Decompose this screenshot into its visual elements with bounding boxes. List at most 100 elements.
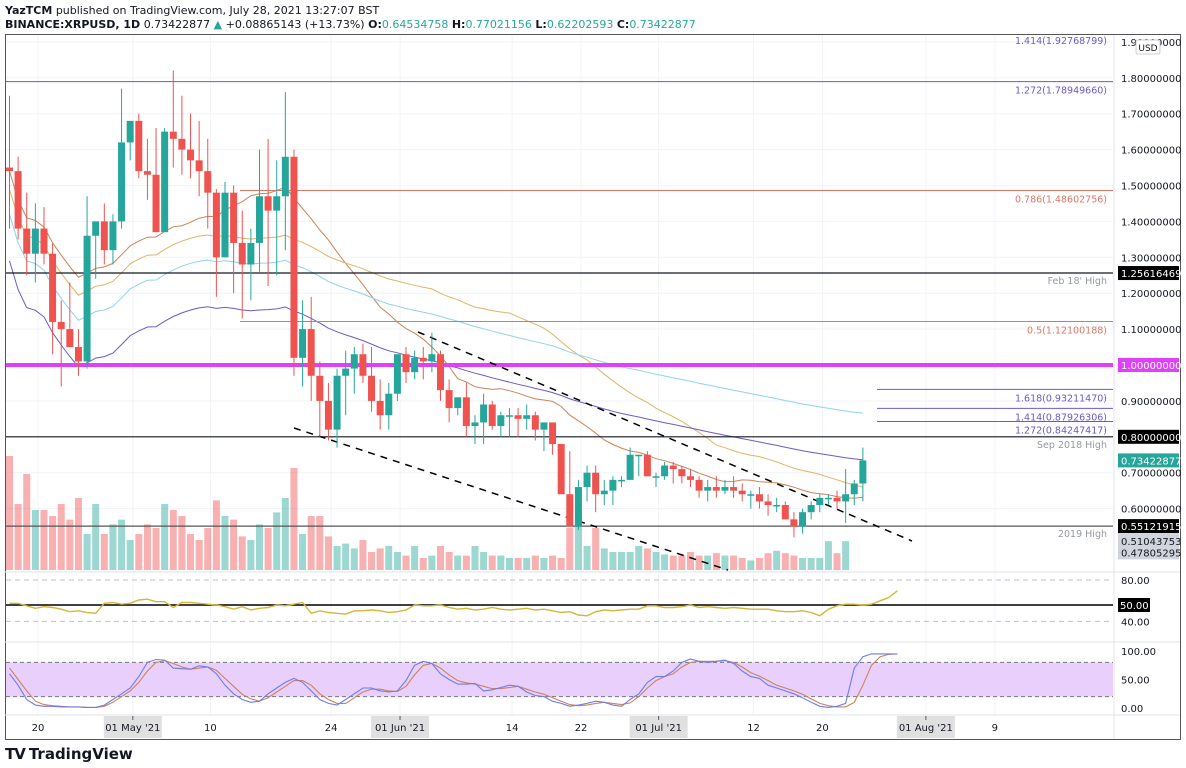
volume-bar xyxy=(514,558,522,570)
time-label-highlight xyxy=(629,716,688,738)
volume-bar xyxy=(281,498,289,570)
ma-100-line xyxy=(9,214,863,414)
candle-body xyxy=(299,329,307,358)
last-price: 0.73422877 xyxy=(143,18,211,31)
candle-body xyxy=(402,354,410,373)
candle-body xyxy=(661,465,669,477)
level-axis-label: 0.80000000 xyxy=(1121,433,1181,444)
volume-bar xyxy=(83,534,91,570)
time-tick-label: 24 xyxy=(325,723,338,734)
volume-bar xyxy=(747,560,755,570)
level-label: 1.272(1.78949660) xyxy=(1015,86,1107,97)
moving-averages xyxy=(9,170,864,499)
volume-bar xyxy=(437,546,444,570)
candle-body xyxy=(643,454,651,477)
time-label-highlight xyxy=(896,716,955,738)
volume-bar xyxy=(135,534,143,570)
ma-200-line xyxy=(9,260,863,461)
candle-body xyxy=(790,519,798,527)
candle-body xyxy=(437,354,444,391)
candle-body xyxy=(652,476,660,478)
level-axis-label: 0.55121915 xyxy=(1121,522,1181,533)
stoch-d-line xyxy=(9,653,898,708)
volume-bar xyxy=(764,553,772,570)
candle-body xyxy=(230,192,238,243)
up-arrow-icon: ▲ xyxy=(213,18,223,31)
level-label: 1.272(0.84247417) xyxy=(1015,426,1107,437)
candles xyxy=(6,70,867,538)
candle-body xyxy=(428,354,436,362)
candle-body xyxy=(100,221,108,251)
price-chart[interactable]: 1.414(1.92768799) 1.272(1.78949660) 0.786(… xyxy=(0,0,1186,745)
volume-bar xyxy=(221,516,229,570)
currency-badge-label: USD xyxy=(1138,44,1157,54)
candle-body xyxy=(480,404,488,423)
candle-body xyxy=(842,494,850,502)
candle-body xyxy=(118,142,126,222)
volume-bar xyxy=(592,528,600,570)
candle-body xyxy=(74,347,82,362)
volume-bar xyxy=(799,558,807,570)
currency-badge xyxy=(1135,39,1161,55)
extra-axis-label: 0.51043753 xyxy=(1121,537,1181,548)
ma-50-line xyxy=(9,188,864,488)
volume-bar xyxy=(566,528,574,570)
tradingview-footer: 𝗧𝗩 TradingView xyxy=(5,745,133,763)
level-label: 0.5(1.12100188) xyxy=(1027,326,1107,337)
candle-body xyxy=(135,120,143,172)
volume-bar xyxy=(92,504,100,570)
candle-body xyxy=(471,422,479,427)
candle-body xyxy=(462,397,470,427)
time-tick-label: 01 Jul '21 xyxy=(635,723,682,734)
volume-bar xyxy=(583,546,591,570)
candle-body xyxy=(247,242,255,265)
candle-body xyxy=(316,375,324,401)
time-tick-label: 20 xyxy=(32,723,45,734)
candle-body xyxy=(755,494,763,502)
candle-body xyxy=(704,487,712,491)
candle-body xyxy=(359,354,367,376)
time-tick-label: 22 xyxy=(575,723,588,734)
volume-bar xyxy=(299,534,307,570)
volume-bar xyxy=(557,558,565,570)
price-tick-label: 1.30000000 xyxy=(1121,253,1181,264)
open-label: O: xyxy=(368,18,382,31)
candle-body xyxy=(419,357,427,362)
volume-bar xyxy=(324,536,332,570)
price-axis[interactable]: 1.900000001.800000001.700000001.60000000… xyxy=(1118,38,1181,715)
price-tick-label: 1.20000000 xyxy=(1121,289,1181,300)
rsi-pane xyxy=(6,579,1113,622)
price-tick-label: 1.70000000 xyxy=(1121,110,1181,121)
price-tick-label: 1.60000000 xyxy=(1121,146,1181,157)
level-axis-label-bg xyxy=(1118,429,1179,444)
volume-bar xyxy=(712,553,720,570)
volume-bar xyxy=(816,558,824,570)
time-tick-label: 14 xyxy=(506,723,519,734)
author-name[interactable]: YazTCM xyxy=(5,4,53,17)
candle-body xyxy=(376,400,384,416)
level-axis-label: 1.25616469 xyxy=(1121,269,1181,280)
level-axis-label-bg xyxy=(1118,266,1179,281)
candle-body xyxy=(350,354,358,369)
candle-body xyxy=(600,490,608,495)
candle-body xyxy=(816,497,824,506)
rsi-tick-label: 80.00 xyxy=(1121,576,1150,587)
close-label: C: xyxy=(616,18,630,31)
volume-bar xyxy=(31,510,39,570)
stoch-tick-label: 50.00 xyxy=(1121,676,1150,687)
volume-bar xyxy=(255,524,263,570)
candle-body xyxy=(169,131,177,139)
candle-body xyxy=(281,156,289,197)
volume-bar xyxy=(471,546,479,570)
volume-bar xyxy=(247,540,255,570)
volume-bar xyxy=(307,516,315,570)
volume-bar xyxy=(316,516,324,570)
volume-bar xyxy=(497,555,505,570)
level-axis-label-bg xyxy=(1118,358,1179,372)
volume-bar xyxy=(290,468,298,570)
time-axis[interactable]: 20 01 May '21 10 24 01 Jun '21 14 22 01 Jul '21… xyxy=(32,716,998,738)
price-tick-label: 1.50000000 xyxy=(1121,182,1181,193)
candle-body xyxy=(57,321,65,330)
symbol-info-bar: BINANCE:XRPUSD, 1D 0.73422877 ▲ +0.08865… xyxy=(5,18,696,31)
volume-bar xyxy=(178,516,186,570)
